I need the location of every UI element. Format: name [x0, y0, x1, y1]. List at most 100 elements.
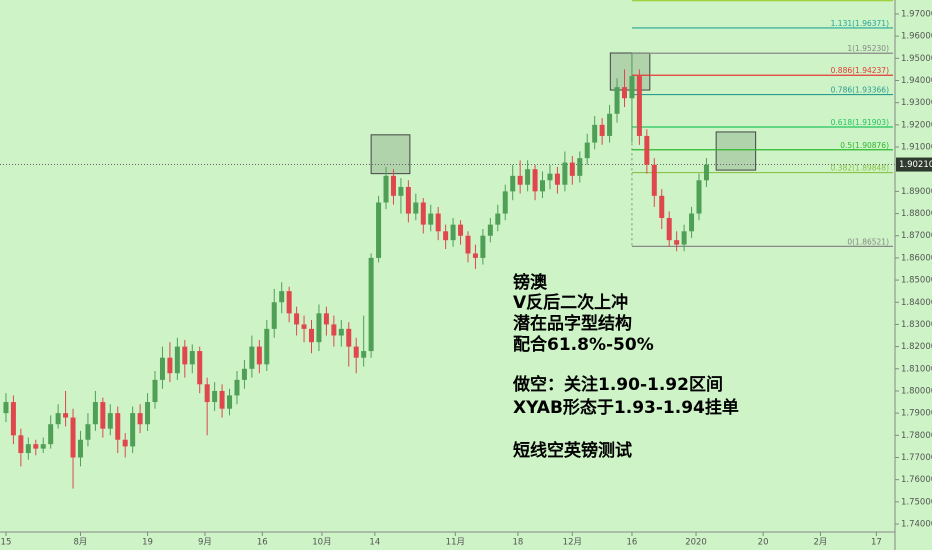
- candle-body: [92, 402, 98, 425]
- candle-body: [428, 213, 434, 225]
- candle-body: [137, 413, 143, 425]
- candle-body: [465, 235, 471, 254]
- price-zone: [715, 131, 757, 171]
- fib-label: 0.786(1.93366): [831, 86, 889, 95]
- y-tick-label: 1.77000: [901, 453, 932, 463]
- candle-body: [130, 413, 136, 447]
- candle-body: [696, 180, 702, 214]
- candle-body: [331, 324, 337, 336]
- x-tick-label: 11月: [446, 538, 465, 548]
- y-tick-label: 1.79000: [901, 409, 932, 419]
- y-tick-label: 1.85000: [901, 276, 932, 286]
- candle-body: [33, 444, 39, 449]
- price-zone: [370, 134, 411, 175]
- annotation-line: 镑澳: [513, 272, 548, 293]
- fib-label: 1(1.95230): [847, 44, 889, 53]
- candle-body: [40, 444, 46, 449]
- candle-body: [450, 224, 456, 241]
- candle-body: [368, 257, 374, 352]
- candle-body: [234, 379, 240, 396]
- candle-body: [204, 384, 210, 403]
- candle-body: [674, 240, 680, 245]
- candle-body: [532, 169, 538, 192]
- annotation-line: 配合61.8%-50%: [513, 334, 654, 355]
- candle-body: [48, 424, 54, 445]
- candle-body: [405, 186, 411, 214]
- candle-body: [316, 313, 322, 343]
- y-tick-label: 1.76000: [901, 475, 932, 485]
- candle-body: [599, 124, 605, 136]
- candle-body: [323, 313, 329, 325]
- fib-label: 0.382(1.89848): [831, 164, 889, 173]
- candle-body: [70, 417, 76, 458]
- candle-body: [279, 291, 285, 303]
- candle-body: [487, 224, 493, 236]
- candle-body: [353, 346, 359, 358]
- candle-body: [25, 444, 31, 454]
- candle-body: [383, 175, 389, 203]
- candle-body: [145, 402, 151, 425]
- y-tick-label: 1.83000: [901, 320, 932, 330]
- candle-body: [577, 158, 583, 176]
- y-tick-label: 1.91000: [901, 143, 932, 153]
- candle-body: [703, 164, 709, 181]
- candle-body: [256, 346, 262, 365]
- candle-body: [152, 379, 158, 403]
- candle-body: [562, 162, 568, 185]
- candle-body: [338, 328, 344, 336]
- candle-body: [413, 202, 419, 214]
- annotation-line: 短线空英镑测试: [513, 440, 632, 461]
- y-tick-label: 1.74000: [901, 520, 932, 530]
- candle-body: [227, 395, 233, 409]
- candle-body: [197, 351, 203, 385]
- candle-body: [547, 173, 553, 181]
- candle-body: [85, 424, 91, 440]
- annotation-line: XYAB形态于1.93-1.94挂单: [513, 397, 739, 418]
- x-tick-label: 14: [369, 538, 380, 548]
- candle-body: [495, 213, 501, 225]
- candle-body: [308, 328, 314, 343]
- candle-body: [174, 346, 180, 374]
- fib-label: 0.618(1.91903): [831, 118, 889, 127]
- x-tick-label: 16: [257, 538, 268, 548]
- y-tick-label: 1.81000: [901, 364, 932, 374]
- candle-body: [525, 169, 531, 185]
- y-tick-label: 1.88000: [901, 209, 932, 219]
- y-tick-label: 1.93000: [901, 98, 932, 108]
- annotation-line: V反后二次上冲: [513, 292, 628, 313]
- candle-body: [301, 324, 307, 329]
- y-tick-label: 1.96000: [901, 32, 932, 42]
- candle-body: [361, 351, 367, 358]
- candle-body: [294, 313, 300, 325]
- candle-body: [517, 175, 523, 185]
- x-tick-label: 2月: [814, 538, 828, 548]
- candle-body: [107, 413, 113, 429]
- x-tick-label: 9月: [198, 538, 212, 548]
- candle-body: [554, 173, 560, 185]
- annotation-line: 潜在品字型结构: [513, 313, 632, 334]
- y-tick-label: 1.95000: [901, 54, 932, 64]
- y-tick-label: 1.94000: [901, 76, 932, 86]
- candle-body: [18, 435, 24, 454]
- fib-label: 1.272(1.97599): [831, 0, 889, 1]
- y-tick-label: 1.80000: [901, 386, 932, 396]
- candle-body: [689, 213, 695, 232]
- y-tick-label: 1.75000: [901, 497, 932, 507]
- fib-label: 0.5(1.90876): [840, 141, 889, 150]
- candle-body: [584, 142, 590, 159]
- candle-body: [443, 231, 449, 241]
- x-tick-label: 8月: [74, 538, 88, 548]
- candle-body: [55, 413, 61, 425]
- candle-body: [264, 328, 270, 365]
- candle-body: [636, 76, 642, 136]
- x-tick-label: 16: [627, 538, 638, 548]
- annotation-line: 做空：关注1.90-1.92区间: [512, 374, 723, 395]
- candle-body: [398, 186, 404, 196]
- candle-body: [212, 390, 218, 403]
- y-tick-label: 1.97000: [901, 9, 932, 19]
- x-tick-label: 15: [1, 538, 12, 548]
- last-price-box: [896, 157, 932, 172]
- candle-body: [115, 413, 121, 440]
